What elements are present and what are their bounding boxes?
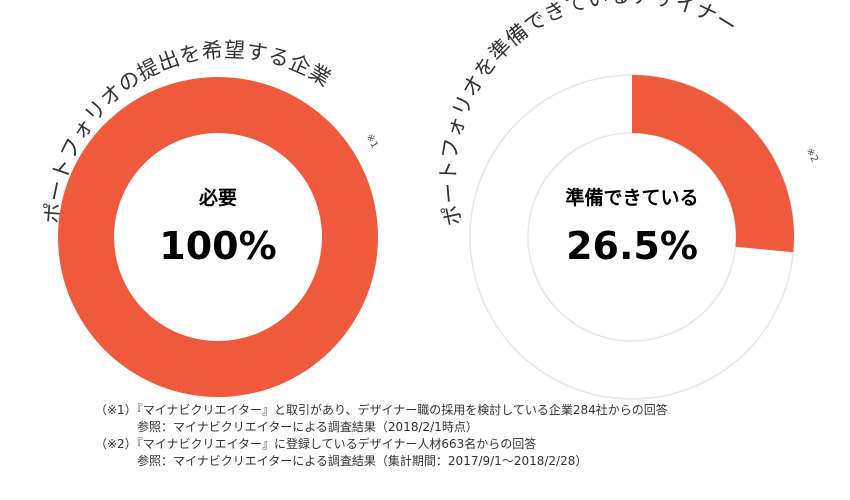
footnote-2-source: （※2）『マイナビクリエイター』に登録しているデザイナー人材663名からの回答 [95, 437, 537, 451]
donut-slices-designers [469, 74, 795, 400]
center-label-companies: 必要 [198, 186, 237, 209]
center-value-designers: 26.5% [566, 224, 698, 268]
footnote-1: （※1）『マイナビクリエイター』と取引があり、デザイナー職の採用を検討している企… [95, 402, 815, 436]
donut-slice [58, 77, 378, 397]
footnote-1-source: （※1）『マイナビクリエイター』と取引があり、デザイナー職の採用を検討している企… [95, 403, 668, 417]
footnote-1-reference: 参照：マイナビクリエイターによる調査結果（2018/2/1時点） [137, 420, 478, 434]
footnotes: （※1）『マイナビクリエイター』と取引があり、デザイナー職の採用を検討している企… [95, 402, 815, 470]
chart-note-companies: ※1 [363, 132, 380, 150]
donut-chart-companies: ポートフォリオの提出を希望する企業 ※1 必要 100% [41, 38, 380, 397]
chart-note-designers: ※2 [803, 146, 820, 164]
center-label-designers: 準備できている [565, 186, 698, 209]
donut-chart-designers: ポートフォリオを準備できているデザイナー ※2 準備できている 26.5% [436, 0, 820, 400]
donut-slices-companies [58, 77, 378, 397]
donut-slice [632, 75, 794, 253]
center-value-companies: 100% [159, 224, 276, 268]
footnote-2: （※2）『マイナビクリエイター』に登録しているデザイナー人材663名からの回答 … [95, 436, 815, 470]
footnote-2-reference: 参照：マイナビクリエイターによる調査結果（集計期間：2017/9/1〜2018/… [137, 454, 588, 468]
